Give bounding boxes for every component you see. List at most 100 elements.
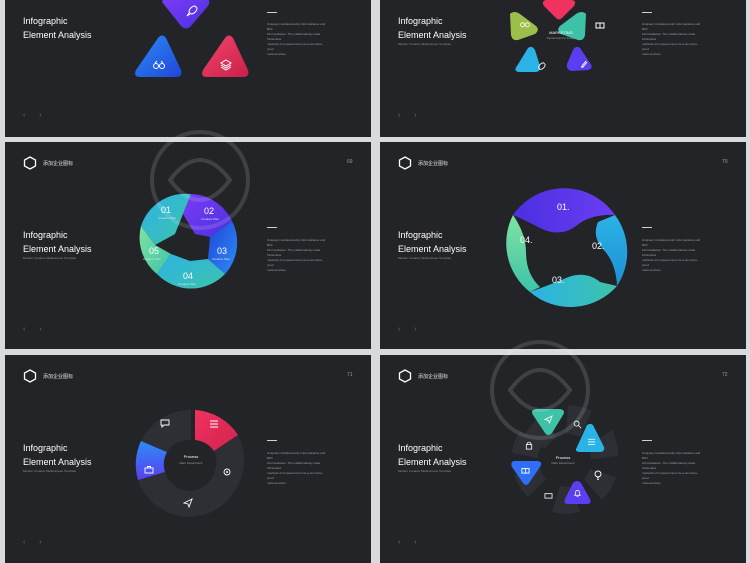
binoculars-icon xyxy=(153,60,165,69)
center-title: Process xyxy=(555,455,571,460)
bell-icon xyxy=(574,489,581,498)
rocket-icon xyxy=(186,5,198,17)
search-icon xyxy=(573,420,582,429)
segment-05-label: Creative Plan xyxy=(143,257,162,261)
sliders-icon xyxy=(587,438,596,446)
header-label: 添加企业图标 xyxy=(418,161,449,167)
segment-02-number: 02 xyxy=(204,206,215,216)
slide-6[interactable]: 添加企业图标 72 Infographic Element Analysis M… xyxy=(380,355,746,563)
slide-title: Infographic Element Analysis xyxy=(23,443,92,467)
segment-05-number: 05 xyxy=(149,246,160,256)
bulb-icon xyxy=(594,470,602,480)
slide-nav[interactable]: ‹ › xyxy=(23,112,48,119)
chat-icon xyxy=(160,419,170,428)
slide-subtitle: Modern Creative Multipurpose Template xyxy=(398,42,452,46)
divider xyxy=(642,12,652,13)
slide-title: Infographic Element Analysis xyxy=(398,443,467,467)
octagon-process-infographic xyxy=(511,405,619,514)
segment-01-label: Creative Plan xyxy=(158,216,177,220)
page-number: 72 xyxy=(722,372,728,378)
divider xyxy=(642,227,652,228)
segment-04-label: Creative Plan xyxy=(178,282,197,286)
slide-title: Infographic Element Analysis xyxy=(398,16,467,40)
slide-title: Infographic Element Analysis xyxy=(23,230,92,254)
triangle-infographic xyxy=(135,0,249,77)
star-cycle-infographic xyxy=(139,193,238,289)
segment-02-label: Creative Plan xyxy=(201,217,220,221)
slide-nav[interactable]: ‹ › xyxy=(23,539,48,546)
slide-subtitle: Modern Creative Multipurpose Template xyxy=(398,469,452,473)
slide-subtitle: Modern Creative Multipurpose Template xyxy=(23,256,77,260)
swirl-label-04: 04. xyxy=(520,235,533,245)
divider xyxy=(642,440,652,441)
divider xyxy=(267,12,277,13)
slide-body-text: Uniquely incubate/manly informediaries a… xyxy=(267,22,326,56)
lock-icon xyxy=(525,441,533,450)
slide-3[interactable]: 添加企业图标 69 Infographic Element Analysis M… xyxy=(5,142,371,349)
header-label: 添加企业图标 xyxy=(43,374,74,380)
slide-nav[interactable]: ‹ › xyxy=(23,326,48,333)
page-number: 70 xyxy=(722,159,728,165)
divider xyxy=(267,227,277,228)
swirl-label-01: 01. xyxy=(557,202,570,212)
sliders-icon xyxy=(210,420,218,428)
segment-04 xyxy=(157,254,225,289)
slide-body-text: Uniquely incubate/manly informediaries a… xyxy=(642,451,701,485)
send-icon xyxy=(183,498,193,508)
gift-icon xyxy=(521,468,530,474)
center-subtitle: Main Department xyxy=(551,461,575,465)
segment-04-number: 04 xyxy=(183,271,194,281)
swirl-label-02: 02. xyxy=(592,241,605,251)
briefcase-icon xyxy=(544,493,553,499)
rocket-icon xyxy=(538,62,546,70)
segment-03-label: Creative Plan xyxy=(212,257,231,261)
pentagon-infographic xyxy=(510,0,592,72)
page-number: 69 xyxy=(347,159,353,165)
hexagon-logo-icon xyxy=(23,369,37,383)
slide-4[interactable]: 添加企业图标 70 Infographic Element Analysis M… xyxy=(380,142,746,349)
slide-nav[interactable]: ‹ › xyxy=(398,112,423,119)
triangle-top xyxy=(162,0,210,29)
slide-5[interactable]: 添加企业图标 71 Infographic Element Analysis M… xyxy=(5,355,371,563)
swirl-circle-infographic xyxy=(506,188,628,308)
gear-icon xyxy=(223,468,231,476)
center-title: MARKETING xyxy=(549,30,573,35)
slide-title: Infographic Element Analysis xyxy=(398,230,467,254)
clip-icon xyxy=(581,60,588,68)
hexagon-logo-icon xyxy=(398,369,412,383)
slide-body-text: Uniquely incubate/manly informediaries a… xyxy=(267,238,326,272)
slide-subtitle: Modern Creative Multipurpose Template xyxy=(23,469,77,473)
segment-03 xyxy=(208,221,238,274)
slide-body-text: Uniquely incubate/manly informediaries a… xyxy=(267,451,326,485)
center-subtitle: Main Department xyxy=(179,461,203,465)
hexagon-logo-icon xyxy=(23,156,37,170)
slide-nav[interactable]: ‹ › xyxy=(398,326,423,333)
send-icon xyxy=(544,415,553,424)
segment-05 xyxy=(139,226,171,274)
slide-body-text: Uniquely incubate/manly informediaries a… xyxy=(642,238,701,272)
segment-02 xyxy=(183,194,232,237)
header-label: 添加企业图标 xyxy=(418,374,449,380)
briefcase-icon xyxy=(144,466,154,474)
triangle-right xyxy=(202,35,249,77)
segment-01-number: 01 xyxy=(161,205,172,215)
triangle-left xyxy=(135,35,182,77)
slide-subtitle: Modern Creative Multipurpose Template xyxy=(398,256,452,260)
header-label: 添加企业图标 xyxy=(43,161,74,167)
swirl-label-03: 03. xyxy=(552,275,565,285)
layers-icon xyxy=(220,59,232,71)
hexagon-logo-icon xyxy=(398,156,412,170)
slide-nav[interactable]: ‹ › xyxy=(398,539,423,546)
slide-2[interactable]: Infographic Element Analysis Modern Crea… xyxy=(380,0,746,137)
slide-body-text: Uniquely incubate/manly informediaries a… xyxy=(642,22,701,56)
page-number: 71 xyxy=(347,372,353,378)
swirl-segment-02 xyxy=(595,215,628,286)
divider xyxy=(267,440,277,441)
swirl-segment-03 xyxy=(530,274,617,308)
slide-1[interactable]: Infographic Element Analysis ‹ › Uniquel… xyxy=(5,0,371,137)
swirl-segment-04 xyxy=(506,215,540,292)
gift-icon xyxy=(595,22,605,29)
segment-03-number: 03 xyxy=(217,246,228,256)
center-title: Process xyxy=(183,454,199,459)
binoculars-icon xyxy=(520,22,530,28)
